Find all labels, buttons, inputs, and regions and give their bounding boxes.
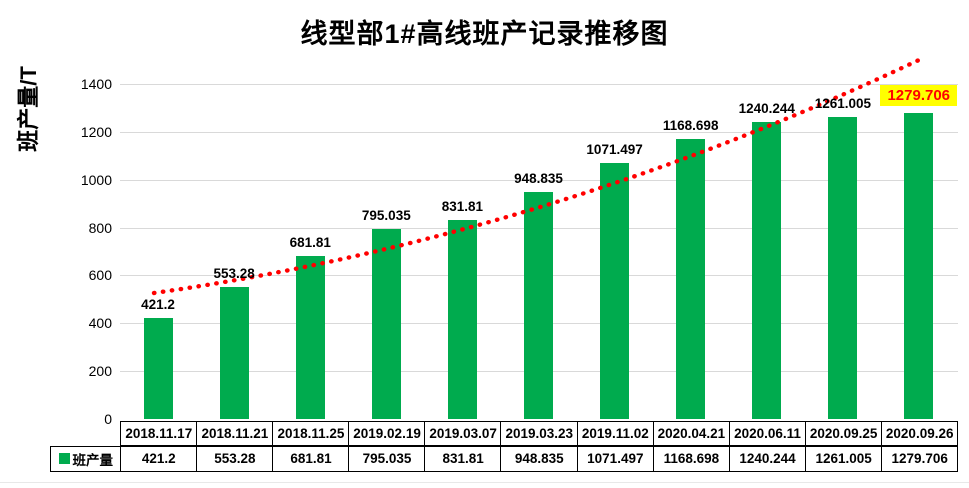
bar-value-label: 1071.497: [586, 141, 643, 157]
series-value-cell: 421.2: [120, 446, 198, 472]
x-category-cell: 2019.03.07: [424, 420, 502, 446]
y-tick-label: 1000: [80, 171, 112, 188]
series-value-cell: 1071.497: [576, 446, 655, 472]
y-tick-label: 1200: [80, 123, 112, 140]
y-tick-label: 200: [88, 363, 112, 380]
bar: [600, 162, 630, 419]
bar: [904, 112, 934, 419]
bar-value-label: 1168.698: [662, 118, 719, 134]
x-category-cell: 2019.03.23: [500, 420, 579, 446]
x-category-cell: 2019.11.02: [576, 420, 655, 446]
series-value-cell: 1279.706: [880, 446, 959, 472]
bar-value-label: 553.28: [213, 265, 255, 281]
y-tick-label: 400: [88, 315, 112, 332]
y-axis-title: 班产量/T: [16, 66, 41, 152]
bar-value-label: 831.81: [441, 198, 484, 214]
bar-value-label: 1240.244: [738, 101, 795, 117]
x-category-cell: 2018.11.25: [272, 420, 350, 446]
y-tick-label: 1400: [80, 76, 112, 92]
series-value-cell: 948.835: [500, 446, 579, 472]
bar-value-label: 795.035: [361, 207, 411, 223]
gridline: [120, 84, 958, 85]
series-value-cell: 1261.005: [804, 446, 883, 472]
bar-value-label-highlighted: 1279.706: [880, 84, 958, 106]
bar: [371, 228, 401, 419]
series-value-cell: 553.28: [196, 446, 274, 472]
bar: [752, 122, 782, 419]
series-value-cell: 795.035: [348, 446, 426, 472]
x-category-cell: 2020.04.21: [652, 420, 731, 446]
bar-value-label: 948.835: [514, 170, 563, 186]
bar: [143, 318, 173, 419]
x-category-cell: 2020.09.25: [804, 420, 883, 446]
y-tick-label: 0: [104, 411, 112, 427]
y-tick-label: 800: [88, 219, 112, 236]
bar: [524, 191, 553, 419]
bar: [219, 286, 249, 419]
x-category-cell: 2020.09.26: [880, 420, 959, 446]
series-value-cell: 1240.244: [728, 446, 807, 472]
legend-label: 班产量: [72, 452, 114, 468]
legend-swatch-icon: [58, 453, 70, 465]
x-category-cell: 2018.11.21: [196, 420, 274, 446]
bar: [447, 219, 477, 419]
series-value-cell: 1168.698: [652, 446, 731, 472]
bar-value-label: 1261.005: [814, 96, 872, 112]
chart-title: 线型部1#高线班产记录推移图: [300, 19, 669, 49]
legend-cell: 班产量: [50, 446, 122, 472]
x-category-cell: 2019.02.19: [348, 420, 426, 446]
x-category-cell: 2020.06.11: [728, 420, 807, 446]
bar-value-label: 681.81: [289, 234, 331, 250]
bar: [295, 255, 325, 419]
x-category-cell: 2018.11.17: [120, 420, 198, 446]
y-tick-label: 600: [88, 267, 112, 284]
series-value-cell: 681.81: [272, 446, 350, 472]
series-value-cell: 831.81: [424, 446, 502, 472]
bar: [676, 139, 706, 419]
bar: [828, 117, 858, 419]
bar-value-label: 421.2: [141, 297, 175, 313]
bottom-divider: [0, 482, 969, 483]
